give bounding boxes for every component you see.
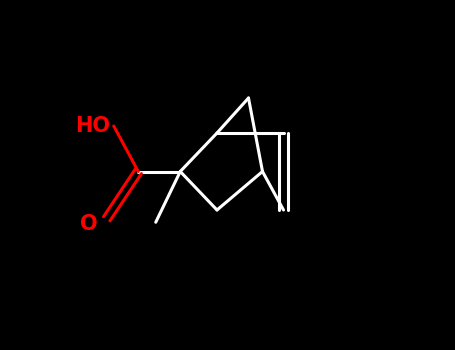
Text: O: O [81, 214, 98, 234]
Text: HO: HO [75, 116, 110, 136]
